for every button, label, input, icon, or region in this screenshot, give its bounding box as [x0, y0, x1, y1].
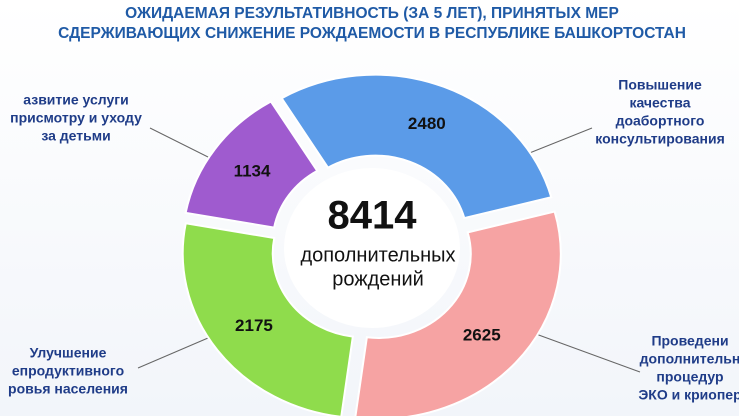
category-label: дополнительн — [640, 351, 739, 367]
category-label: качества — [629, 95, 690, 111]
category-label: за детьми — [41, 128, 110, 144]
donut-segment — [184, 100, 319, 229]
category-label: присмотру и уходу — [10, 110, 142, 126]
donut-segment — [354, 210, 562, 416]
chart-title: ОЖИДАЕМАЯ РЕЗУЛЬТАТИВНОСТЬ (ЗА 5 ЛЕТ), П… — [125, 5, 619, 22]
donut-segment — [181, 222, 354, 416]
category-label: Повышение — [618, 77, 702, 93]
center-value: 8414 — [328, 194, 418, 238]
category-label: азвитие услуги — [23, 92, 128, 108]
value-label: 2625 — [463, 326, 501, 345]
category-label: епродуктивного — [12, 363, 124, 379]
category-label: ровья населения — [8, 381, 128, 397]
category-label: процедур — [656, 369, 723, 385]
center-disc — [284, 168, 460, 328]
category-label: ЭКО и криопер — [638, 387, 739, 403]
center-label: дополнительных — [300, 244, 455, 266]
category-label: доабортного — [616, 113, 705, 129]
category-label: консультирования — [595, 131, 725, 147]
donut-segment — [280, 73, 553, 220]
leader-line — [524, 329, 641, 373]
leader-line — [149, 127, 219, 163]
leader-line — [137, 334, 216, 369]
value-label: 2175 — [235, 316, 273, 335]
category-label: Улучшение — [30, 345, 107, 361]
category-label: Проведени — [651, 333, 728, 349]
center-label: рождений — [332, 268, 424, 290]
value-label: 1134 — [234, 161, 271, 180]
chart-title: СДЕРЖИВАЮЩИХ СНИЖЕНИЕ РОЖДАЕМОСТИ В РЕСП… — [58, 25, 686, 42]
value-label: 2480 — [408, 114, 446, 133]
